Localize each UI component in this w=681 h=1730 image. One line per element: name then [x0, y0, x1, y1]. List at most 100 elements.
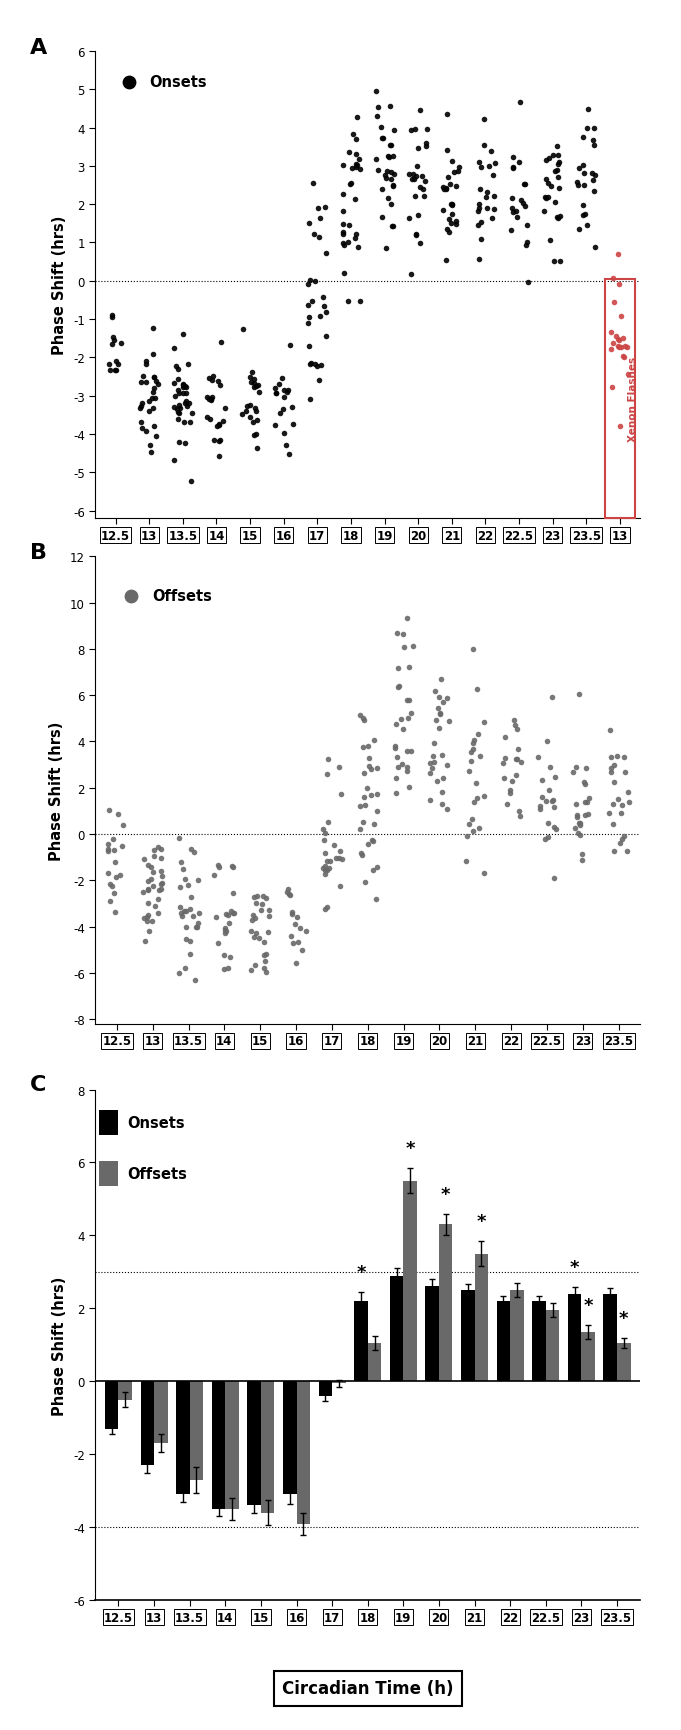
Point: [217, 408, 228, 436]
Point: [343, 230, 354, 258]
Point: [390, 778, 401, 806]
Bar: [154, 1382, 168, 1443]
Point: [397, 714, 408, 742]
Point: [388, 213, 399, 240]
Point: [507, 156, 518, 183]
Point: [358, 708, 369, 735]
Point: [106, 330, 117, 358]
Point: [475, 209, 486, 237]
Point: [358, 808, 368, 836]
Point: [250, 420, 261, 448]
Point: [501, 791, 512, 818]
Point: [348, 121, 359, 149]
Text: *: *: [477, 1213, 486, 1230]
Point: [293, 929, 304, 957]
Point: [140, 351, 151, 379]
Point: [432, 695, 443, 723]
Point: [321, 894, 332, 922]
Bar: [354, 1301, 368, 1382]
Point: [112, 351, 123, 379]
Point: [580, 772, 590, 799]
Point: [402, 704, 413, 732]
Point: [214, 412, 225, 439]
Point: [439, 176, 450, 204]
Point: [424, 759, 435, 787]
Text: *: *: [584, 1296, 593, 1315]
Point: [573, 820, 584, 848]
Point: [148, 341, 159, 368]
Point: [466, 747, 477, 775]
Bar: [140, 1382, 154, 1465]
Point: [515, 803, 526, 830]
Point: [258, 955, 269, 983]
Point: [247, 360, 257, 388]
Point: [541, 185, 552, 213]
Point: [151, 424, 162, 452]
Point: [319, 820, 330, 848]
Point: [445, 190, 456, 218]
Point: [415, 97, 426, 125]
Point: [185, 896, 195, 924]
Point: [603, 799, 614, 827]
Point: [614, 327, 624, 355]
Point: [173, 379, 184, 407]
Point: [481, 180, 492, 208]
Point: [402, 687, 413, 714]
Point: [605, 716, 616, 744]
Point: [512, 204, 523, 232]
Point: [584, 785, 595, 813]
Point: [474, 149, 485, 176]
Point: [452, 157, 463, 185]
Point: [424, 787, 435, 815]
Point: [143, 889, 154, 917]
Point: [478, 106, 489, 133]
Bar: [225, 1382, 239, 1509]
Point: [347, 156, 358, 183]
Point: [169, 394, 180, 422]
Point: [404, 204, 415, 232]
Point: [110, 356, 121, 384]
Point: [313, 223, 324, 251]
Point: [444, 171, 455, 199]
Point: [251, 889, 262, 917]
Point: [303, 292, 314, 320]
Point: [372, 798, 383, 825]
Point: [550, 763, 560, 791]
Point: [184, 391, 195, 419]
Point: [610, 324, 621, 351]
Point: [478, 131, 489, 159]
Bar: [99, 1111, 118, 1135]
Point: [123, 69, 134, 97]
Point: [579, 770, 590, 798]
Bar: [582, 1332, 595, 1382]
Point: [380, 163, 391, 190]
Point: [175, 396, 186, 424]
Point: [500, 723, 511, 751]
Point: [349, 225, 360, 253]
Point: [362, 775, 373, 803]
Text: C: C: [30, 1074, 46, 1095]
Point: [430, 706, 441, 734]
Point: [582, 801, 593, 829]
Point: [411, 221, 422, 249]
Point: [345, 171, 355, 199]
Point: [277, 396, 288, 424]
Point: [507, 144, 518, 171]
Point: [544, 227, 555, 254]
Point: [313, 367, 324, 394]
Point: [589, 114, 600, 142]
Point: [479, 860, 490, 887]
Point: [578, 125, 589, 152]
Point: [246, 917, 257, 945]
Point: [350, 221, 361, 249]
Point: [149, 375, 160, 403]
Point: [608, 265, 619, 292]
Point: [436, 778, 447, 806]
Point: [553, 151, 564, 178]
Point: [338, 220, 349, 247]
Point: [511, 746, 522, 773]
Point: [507, 195, 518, 223]
Point: [407, 633, 418, 661]
Point: [211, 903, 222, 931]
Point: [177, 372, 188, 400]
